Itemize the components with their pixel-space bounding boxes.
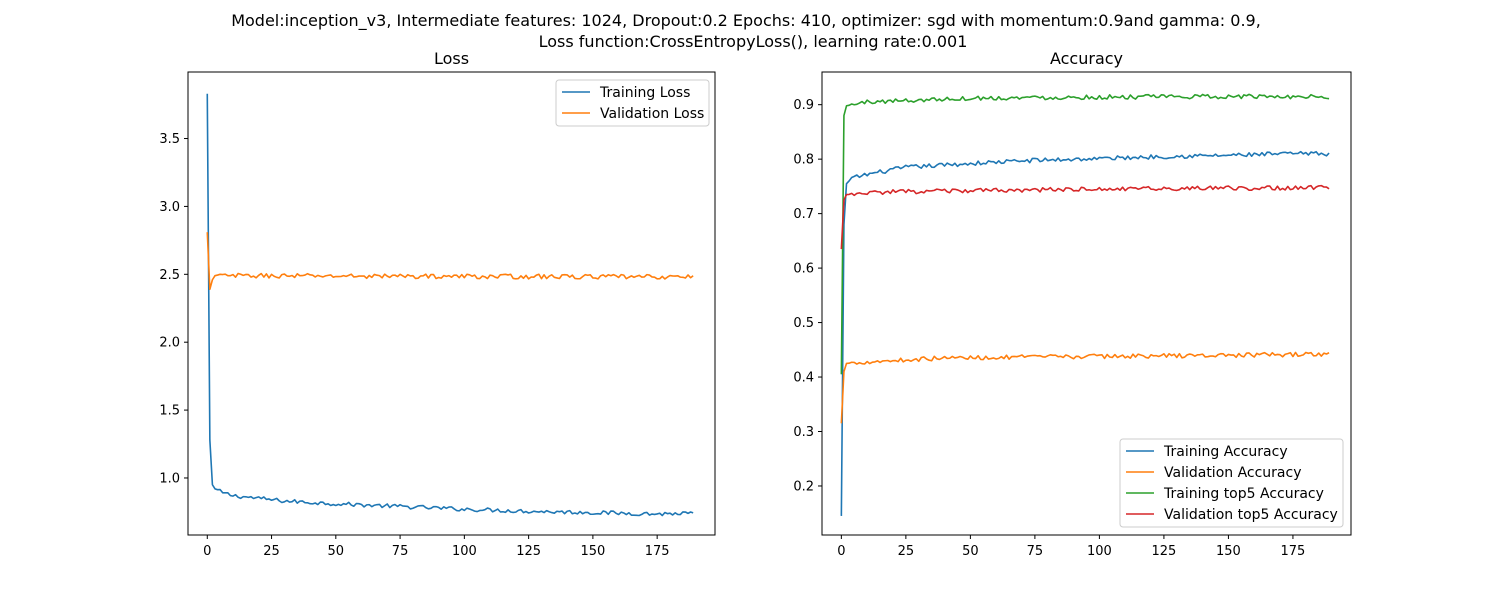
legend-label: Validation Loss (600, 106, 704, 122)
y-tick-label: 0.7 (793, 207, 814, 222)
axes-frame (821, 71, 1352, 536)
x-tick-label: 175 (1281, 544, 1306, 559)
x-tick-label: 150 (580, 544, 605, 559)
series-line (206, 93, 694, 517)
x-tick-label: 50 (962, 544, 979, 559)
figure-title-line1: Model:inception_v3, Intermediate feature… (231, 11, 1261, 31)
y-tick-label: 2.5 (159, 268, 180, 283)
y-tick-label: 1.0 (159, 471, 180, 486)
x-tick-label: 75 (1027, 544, 1044, 559)
accuracy-subplot: Accuracy 0 25 50 75 100 125 150 175 0.2 0.3 0.4 0.5 0… (793, 49, 1352, 559)
x-tick-label: 75 (392, 544, 409, 559)
y-tick-label: 0.9 (793, 98, 814, 113)
series-line (840, 184, 1330, 250)
legend-label: Training Loss (599, 85, 690, 101)
loss-subplot: Loss 0 25 50 75 100 125 150 175 1.0 1.5 2.0 2.5 3.0 3.… (159, 49, 716, 559)
y-tick-label: 3.0 (159, 200, 180, 215)
legend: Training Loss Validation Loss (555, 79, 710, 127)
y-tick-label: 0.5 (793, 316, 814, 331)
x-tick-label: 25 (263, 544, 280, 559)
legend-label: Validation top5 Accuracy (1164, 507, 1338, 523)
y-tick-label: 0.8 (793, 153, 814, 168)
legend-label: Validation Accuracy (1164, 465, 1302, 481)
subplot-title: Accuracy (1050, 49, 1123, 68)
x-tick-label: 100 (452, 544, 477, 559)
x-tick-label: 0 (837, 544, 845, 559)
y-tick-label: 2.0 (159, 336, 180, 351)
x-tick-label: 125 (1152, 544, 1177, 559)
legend-frame (1119, 438, 1344, 528)
y-tick-label: 0.3 (793, 425, 814, 440)
y-tick-label: 0.4 (793, 371, 814, 386)
y-tick-label: 0.6 (793, 262, 814, 277)
series-line (206, 232, 694, 291)
axes-frame (187, 71, 716, 536)
x-tick-label: 175 (645, 544, 670, 559)
legend: Training Accuracy Validation Accuracy Trai… (1119, 438, 1344, 528)
legend-label: Training top5 Accuracy (1163, 486, 1324, 502)
series-line (840, 351, 1330, 424)
x-tick-label: 50 (328, 544, 345, 559)
subplot-title: Loss (434, 49, 469, 68)
y-tick-label: 0.2 (793, 479, 814, 494)
x-tick-label: 25 (898, 544, 915, 559)
y-tick-label: 3.5 (159, 132, 180, 147)
x-tick-label: 0 (203, 544, 211, 559)
x-tick-label: 125 (516, 544, 541, 559)
legend-frame (555, 79, 710, 127)
x-tick-label: 150 (1216, 544, 1241, 559)
x-tick-label: 100 (1087, 544, 1112, 559)
series-line (840, 93, 1330, 375)
series-line (840, 150, 1330, 516)
figure-title-line2: Loss function:CrossEntropyLoss(), learni… (539, 32, 968, 51)
legend-label: Training Accuracy (1163, 444, 1288, 460)
y-tick-label: 1.5 (159, 404, 180, 419)
